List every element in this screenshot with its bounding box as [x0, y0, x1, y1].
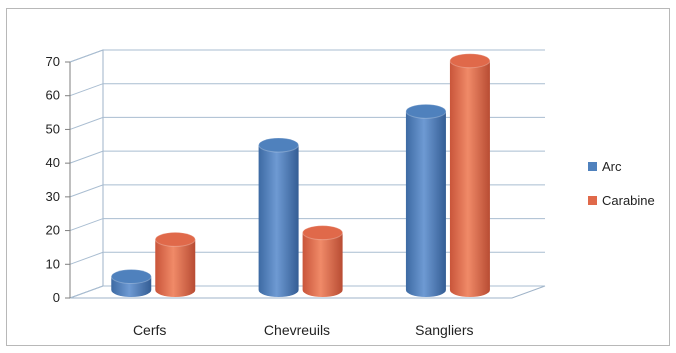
bar-top	[449, 53, 491, 69]
bar-carabine-chevreuils	[302, 225, 344, 297]
bar-top	[405, 103, 447, 119]
bar-top	[302, 225, 344, 241]
bar-arc-chevreuils	[258, 137, 300, 297]
x-axis: Cerfs Chevreuils Sangliers	[133, 322, 474, 338]
y-tick-label: 10	[46, 256, 60, 271]
x-tick-label: Chevreuils	[264, 322, 330, 338]
x-tick-label: Sangliers	[415, 322, 473, 338]
y-tick-label: 30	[46, 189, 60, 204]
x-tick-label: Cerfs	[133, 322, 166, 338]
gridline	[69, 83, 545, 97]
side-wall	[69, 49, 104, 299]
legend-swatch	[588, 196, 597, 205]
y-tick-label: 0	[53, 290, 60, 305]
legend: Arc Carabine	[588, 159, 655, 208]
bar-arc-cerfs	[110, 269, 152, 297]
legend-label: Arc	[602, 159, 622, 174]
bar-arc-sangliers	[405, 103, 447, 297]
legend-swatch	[588, 162, 597, 171]
y-tick-label: 20	[46, 223, 60, 238]
y-tick-label: 60	[46, 88, 60, 103]
bar-carabine-sangliers	[449, 53, 491, 297]
y-tick-label: 40	[46, 155, 60, 170]
gridline	[69, 218, 545, 232]
bar-body	[405, 111, 446, 297]
bar-carabine-cerfs	[154, 231, 196, 297]
y-axis: 0 10 20 30 40 50 60 70	[46, 54, 71, 305]
bar-body	[449, 60, 490, 297]
gridline	[69, 184, 545, 198]
gridline	[69, 49, 545, 63]
gridline	[69, 150, 545, 164]
gridline	[69, 285, 545, 299]
bar-top	[258, 137, 300, 153]
bar-top	[154, 231, 196, 247]
gridlines	[69, 49, 545, 299]
y-tick-label: 50	[46, 121, 60, 136]
bar-top	[110, 269, 152, 285]
y-tick-label: 70	[46, 54, 60, 69]
gridline	[69, 251, 545, 265]
bar-body	[258, 145, 299, 297]
bar-body	[155, 239, 196, 297]
bars	[110, 53, 491, 297]
gridline	[69, 116, 545, 130]
legend-label: Carabine	[602, 193, 655, 208]
bar-body	[302, 232, 343, 297]
